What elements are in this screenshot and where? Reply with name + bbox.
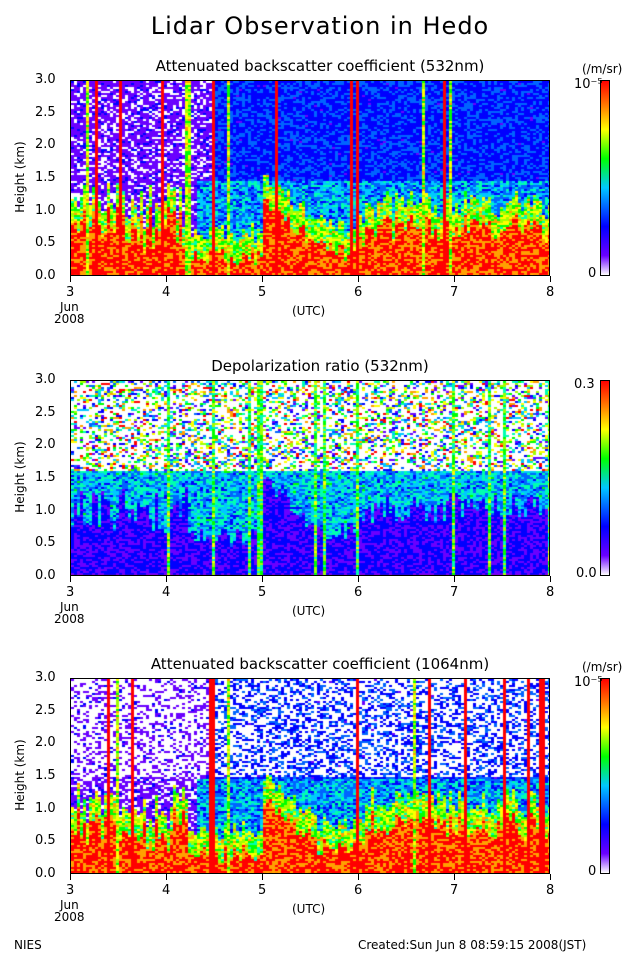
x-tick-label: 8 [546,285,555,300]
x-tick-mark [262,874,263,880]
heatmap-canvas [71,679,549,873]
y-axis-label: Height (km) [13,739,27,811]
x-tick-label: 8 [546,883,555,898]
x-tick-mark [262,276,263,282]
y-tick-label: 2.5 [35,702,56,718]
y-tick-label: 1.0 [35,502,56,518]
x-tick-label: 6 [354,285,363,300]
y-axis-label: Height (km) [13,141,27,213]
x-tick-label: 8 [546,585,555,600]
y-axis-label: Height (km) [13,441,27,513]
y-tick-label: 1.5 [35,470,56,485]
colorbar-min-label: 0 [588,864,597,879]
y-tick-label: 0.5 [35,535,56,551]
heatmap-plot [70,678,550,874]
colorbar [600,80,610,276]
y-tick-label: 3.0 [35,670,56,685]
y-tick-label: 0.0 [35,268,56,283]
x-tick-mark [358,276,359,282]
heatmap-canvas [71,381,549,575]
y-tick-label: 0.0 [35,866,56,881]
panel-title: Depolarization ratio (532nm) [211,357,429,375]
x-tick-label: 7 [450,585,459,600]
y-tick-label: 3.0 [35,72,56,87]
footer-left: NIES [14,938,42,952]
x-tick-label: 3 [66,285,75,300]
panel-title: Attenuated backscatter coefficient (1064… [150,655,490,673]
x-start-month: Jun [60,600,79,614]
x-tick-label: 7 [450,285,459,300]
y-tick-label: 1.0 [35,800,56,816]
x-tick-label: 5 [258,285,267,300]
x-tick-mark [358,576,359,582]
x-tick-mark [358,874,359,880]
x-start-year: 2008 [54,312,85,326]
colorbar-unit: (/m/sr) [582,62,623,76]
x-start-month: Jun [60,898,79,912]
x-tick-mark [166,276,167,282]
y-tick-label: 2.0 [35,437,56,453]
panel-title: Attenuated backscatter coefficient (532n… [155,57,485,75]
x-tick-mark [454,874,455,880]
main-title: Lidar Observation in Hedo [150,12,490,40]
y-tick-label: 2.0 [35,735,56,751]
x-tick-label: 5 [258,585,267,600]
x-tick-label: 3 [66,883,75,898]
x-axis-label: (UTC) [292,604,326,618]
x-tick-label: 4 [162,883,171,898]
x-start-year: 2008 [54,910,85,924]
colorbar-max-label: 0.3 [574,377,595,392]
x-start-year: 2008 [54,612,85,626]
colorbar-min-label: 0.0 [576,566,597,581]
colorbar [600,678,610,874]
colorbar-min-label: 0 [588,266,597,281]
x-tick-mark [262,576,263,582]
heatmap-plot [70,380,550,576]
x-tick-label: 7 [450,883,459,898]
x-tick-label: 4 [162,285,171,300]
x-tick-label: 6 [354,585,363,600]
y-tick-label: 0.5 [35,235,56,251]
x-tick-mark [70,576,71,582]
x-tick-mark [454,576,455,582]
x-axis-label: (UTC) [292,902,326,916]
y-tick-label: 1.5 [35,768,56,783]
x-tick-mark [70,874,71,880]
x-tick-mark [550,576,551,582]
x-tick-mark [550,874,551,880]
heatmap-plot [70,80,550,276]
y-tick-label: 2.5 [35,404,56,420]
footer-right: Created:Sun Jun 8 08:59:15 2008(JST) [358,938,587,952]
x-tick-mark [166,576,167,582]
y-tick-label: 1.5 [35,170,56,185]
y-tick-label: 2.0 [35,137,56,153]
x-tick-mark [454,276,455,282]
x-tick-mark [70,276,71,282]
x-start-month: Jun [60,300,79,314]
y-tick-label: 2.5 [35,104,56,120]
colorbar-max-label: 10⁻⁵ [574,77,603,92]
heatmap-canvas [71,81,549,275]
x-tick-mark [166,874,167,880]
x-tick-mark [550,276,551,282]
x-tick-label: 4 [162,585,171,600]
x-tick-label: 5 [258,883,267,898]
x-tick-label: 6 [354,883,363,898]
y-tick-label: 0.5 [35,833,56,849]
x-tick-label: 3 [66,585,75,600]
colorbar [600,380,610,576]
y-tick-label: 1.0 [35,202,56,218]
colorbar-max-label: 10⁻⁵ [574,675,603,690]
y-tick-label: 0.0 [35,568,56,583]
x-axis-label: (UTC) [292,304,326,318]
colorbar-unit: (/m/sr) [582,660,623,674]
y-tick-label: 3.0 [35,372,56,387]
